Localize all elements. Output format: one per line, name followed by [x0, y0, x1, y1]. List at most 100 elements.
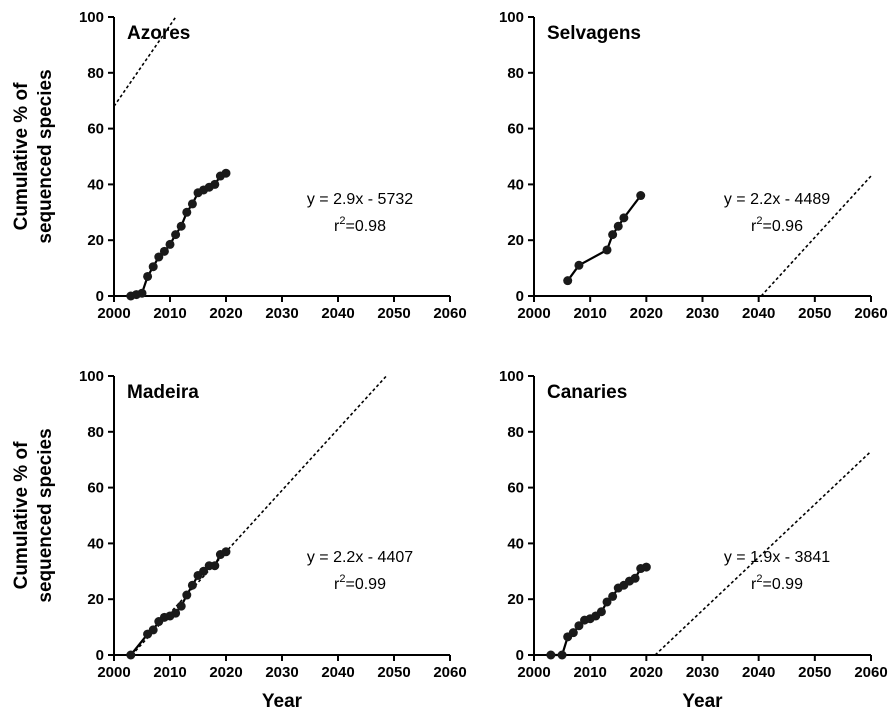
panel-1-y-axis-title-line: Cumulative % of — [11, 82, 32, 230]
panel-2-y-tick-label: 40 — [507, 176, 524, 193]
panel-3-x-tick-label: 2010 — [153, 664, 186, 681]
panel-3-x-tick-label: 2060 — [433, 664, 466, 681]
panel-4-r-squared-value: =0.99 — [762, 576, 803, 593]
panel-2-data-point — [602, 245, 612, 255]
panel-4-data-point — [608, 591, 618, 601]
panel-2-r-squared-value: =0.96 — [762, 218, 803, 235]
panel-3-y-tick-label: 80 — [87, 424, 104, 441]
panel-4-data-point — [602, 597, 612, 607]
panel-2-y-tick-label: 60 — [507, 121, 524, 138]
panel-1-x-tick-label: 2030 — [265, 305, 298, 322]
panel-1-y-tick-label: 0 — [96, 288, 104, 305]
panel-3-r-squared-exponent: 2 — [339, 573, 345, 585]
panel-4-y-tick-label: 100 — [499, 368, 524, 385]
panel-4-y-tick-label: 40 — [507, 535, 524, 552]
panel-3-x-tick-label: 2050 — [377, 664, 410, 681]
panel-4-equation: y = 1.9x - 3841 — [724, 549, 830, 566]
panel-4-y-tick-label: 20 — [507, 591, 524, 608]
panel-1-r-squared-exponent: 2 — [339, 215, 345, 227]
panel-3-data-point — [187, 580, 197, 590]
panel-1-y-tick-label: 80 — [87, 65, 104, 82]
panel-4-r-squared-letter: r — [751, 576, 757, 593]
panel-2-data-point — [613, 221, 623, 231]
panel-3-trend-line — [131, 375, 387, 656]
panel-3-x-tick-label: 2040 — [321, 664, 354, 681]
panel-3-x-tick-label: 2020 — [209, 664, 242, 681]
panel-2-r-squared: r2=0.96 — [751, 215, 803, 235]
panel-2-data-point — [563, 276, 573, 286]
panel-4-data-point — [568, 628, 578, 638]
panel-4-x-tick-label: 2010 — [573, 664, 606, 681]
panel-3-data-point — [210, 561, 220, 571]
panel-2-data-point — [636, 191, 646, 201]
panel-2-equation: y = 2.2x - 4489 — [724, 191, 830, 208]
panel-1-y-axis-title: Cumulative % of sequenced species — [11, 69, 56, 243]
panel-2-data-point — [608, 230, 618, 240]
panel-3-y-axis-title-line: Cumulative % of — [11, 441, 32, 589]
panel-3-y-tick-label: 100 — [79, 368, 104, 385]
panel-3-x-axis-title: Year — [262, 691, 303, 712]
panel-1-data-point — [137, 288, 147, 298]
panel-3-y-axis-title-line: sequenced species — [35, 428, 56, 602]
panel-2-x-tick-label: 2060 — [854, 305, 887, 322]
panel-4-r-squared-exponent: 2 — [756, 573, 762, 585]
panel-1-data-point — [187, 199, 197, 209]
panel-4-data-point — [557, 650, 567, 660]
panel-1-data-point — [159, 246, 169, 256]
panel-3-data-point — [199, 566, 209, 576]
panel-1-data-point — [143, 271, 153, 281]
panel-1-y-tick-label: 60 — [87, 121, 104, 138]
panel-4-x-tick-label: 2000 — [517, 664, 550, 681]
panel-3-data-point — [221, 547, 231, 557]
panel-1-y-tick-label: 100 — [79, 9, 104, 26]
panel-4-x-tick-label: 2030 — [686, 664, 719, 681]
panel-4-data-point — [546, 650, 556, 660]
panel-1-y-axis-title-line: sequenced species — [35, 69, 56, 243]
panel-3-x-tick-label: 2030 — [265, 664, 298, 681]
panel-1-y-tick-label: 20 — [87, 232, 104, 249]
panel-2-x-tick-label: 2000 — [517, 305, 550, 322]
panel-3-y-tick-label: 20 — [87, 591, 104, 608]
panel-2-y-tick-label: 80 — [507, 65, 524, 82]
panel-3-data-point — [126, 650, 136, 660]
panel-1-x-tick-label: 2050 — [377, 305, 410, 322]
panel-1-data-point — [176, 221, 186, 231]
panel-2-y-tick-label: 100 — [499, 9, 524, 26]
panel-3-x-tick-label: 2000 — [97, 664, 130, 681]
panel-3-data-point — [171, 608, 181, 618]
panel-1-data-point — [182, 207, 192, 217]
panel-4-x-tick-label: 2060 — [854, 664, 887, 681]
panel-2-data-point — [574, 260, 584, 270]
panel-2-x-tick-label: 2040 — [742, 305, 775, 322]
panel-1-data-point — [221, 168, 231, 178]
panel-1-trend-line — [113, 16, 177, 107]
panel-2-x-tick-label: 2050 — [798, 305, 831, 322]
panel-4-x-tick-label: 2020 — [630, 664, 663, 681]
panel-2-r-squared-exponent: 2 — [756, 215, 762, 227]
panel-1-data-point — [210, 179, 220, 189]
panel-1-data-point — [165, 239, 175, 249]
panel-2-y-tick-label: 20 — [507, 232, 524, 249]
panel-3-r-squared-value: =0.99 — [345, 576, 386, 593]
panel-2-x-tick-label: 2030 — [686, 305, 719, 322]
panel-1-r-squared-value: =0.98 — [345, 218, 386, 235]
panel-1-x-tick-label: 2000 — [97, 305, 130, 322]
panel-3-r-squared: r2=0.99 — [334, 573, 386, 593]
panel-4-y-tick-label: 60 — [507, 480, 524, 497]
panel-1-x-tick-label: 2060 — [433, 305, 466, 322]
panel-4-data-point — [630, 573, 640, 583]
panel-3-equation: y = 2.2x - 4407 — [307, 549, 413, 566]
panel-3-title: Madeira — [127, 382, 199, 403]
panel-1-r-squared-letter: r — [334, 218, 340, 235]
panel-3-y-tick-label: 0 — [96, 647, 104, 664]
panel-1-data-point — [148, 262, 158, 272]
panel-1-x-tick-label: 2020 — [209, 305, 242, 322]
panel-4-x-tick-label: 2050 — [798, 664, 831, 681]
panel-2-title: Selvagens — [547, 23, 641, 44]
panel-4-y-tick-label: 80 — [507, 424, 524, 441]
panel-1-x-tick-label: 2040 — [321, 305, 354, 322]
panel-4-y-tick-label: 0 — [516, 647, 524, 664]
